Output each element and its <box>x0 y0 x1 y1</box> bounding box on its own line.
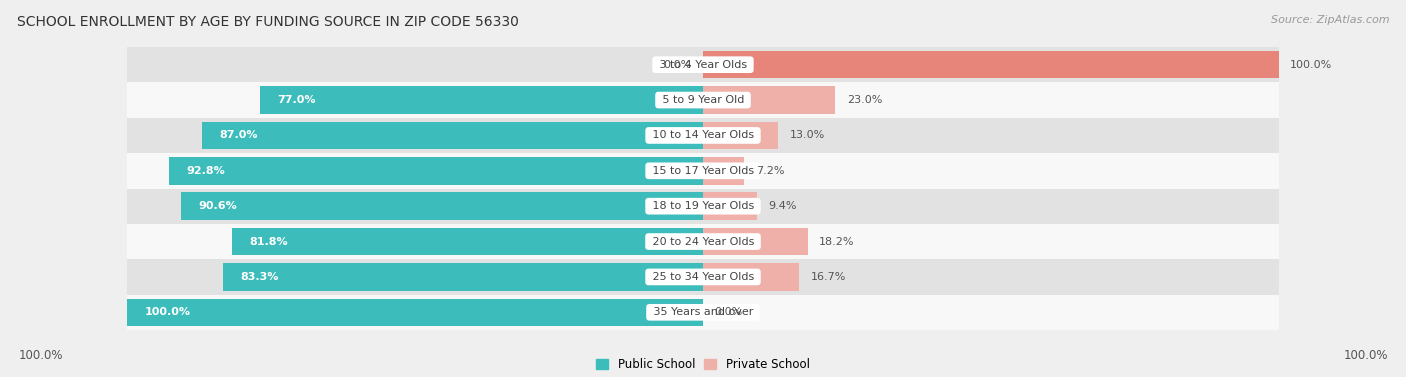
Text: 100.0%: 100.0% <box>1343 349 1388 362</box>
Bar <box>232 228 703 255</box>
Text: 13.0%: 13.0% <box>789 130 824 141</box>
Text: 20 to 24 Year Olds: 20 to 24 Year Olds <box>648 236 758 247</box>
Text: 18 to 19 Year Olds: 18 to 19 Year Olds <box>648 201 758 211</box>
Bar <box>127 294 1279 330</box>
Bar <box>703 157 744 185</box>
Bar <box>127 188 1279 224</box>
Text: 87.0%: 87.0% <box>219 130 257 141</box>
Bar <box>169 157 703 185</box>
Text: 18.2%: 18.2% <box>820 236 855 247</box>
Text: 0.0%: 0.0% <box>714 307 742 317</box>
Bar <box>127 299 703 326</box>
Text: 81.8%: 81.8% <box>249 236 288 247</box>
Text: 7.2%: 7.2% <box>756 166 785 176</box>
Bar <box>127 224 1279 259</box>
Text: 3 to 4 Year Olds: 3 to 4 Year Olds <box>655 60 751 70</box>
Text: 15 to 17 Year Olds: 15 to 17 Year Olds <box>648 166 758 176</box>
Legend: Public School, Private School: Public School, Private School <box>596 358 810 371</box>
Bar <box>703 263 799 291</box>
Bar <box>224 263 703 291</box>
Bar <box>703 86 835 114</box>
Text: 92.8%: 92.8% <box>186 166 225 176</box>
Bar <box>127 153 1279 188</box>
Bar <box>127 47 1279 83</box>
Bar <box>127 83 1279 118</box>
Bar <box>260 86 703 114</box>
Text: 77.0%: 77.0% <box>277 95 315 105</box>
Text: 9.4%: 9.4% <box>769 201 797 211</box>
Text: 5 to 9 Year Old: 5 to 9 Year Old <box>658 95 748 105</box>
Text: 10 to 14 Year Olds: 10 to 14 Year Olds <box>648 130 758 141</box>
Text: 25 to 34 Year Olds: 25 to 34 Year Olds <box>648 272 758 282</box>
Bar <box>703 192 756 220</box>
Bar <box>703 51 1279 78</box>
Bar <box>703 122 778 149</box>
Text: 100.0%: 100.0% <box>145 307 190 317</box>
Bar <box>703 228 808 255</box>
Text: 35 Years and over: 35 Years and over <box>650 307 756 317</box>
Bar <box>127 259 1279 294</box>
Bar <box>127 118 1279 153</box>
Text: 90.6%: 90.6% <box>198 201 238 211</box>
Text: 23.0%: 23.0% <box>846 95 883 105</box>
Bar <box>181 192 703 220</box>
Text: SCHOOL ENROLLMENT BY AGE BY FUNDING SOURCE IN ZIP CODE 56330: SCHOOL ENROLLMENT BY AGE BY FUNDING SOUR… <box>17 15 519 29</box>
Text: 16.7%: 16.7% <box>811 272 846 282</box>
Text: 100.0%: 100.0% <box>18 349 63 362</box>
Bar <box>202 122 703 149</box>
Text: Source: ZipAtlas.com: Source: ZipAtlas.com <box>1271 15 1389 25</box>
Text: 100.0%: 100.0% <box>1291 60 1333 70</box>
Text: 83.3%: 83.3% <box>240 272 278 282</box>
Text: 0.0%: 0.0% <box>664 60 692 70</box>
